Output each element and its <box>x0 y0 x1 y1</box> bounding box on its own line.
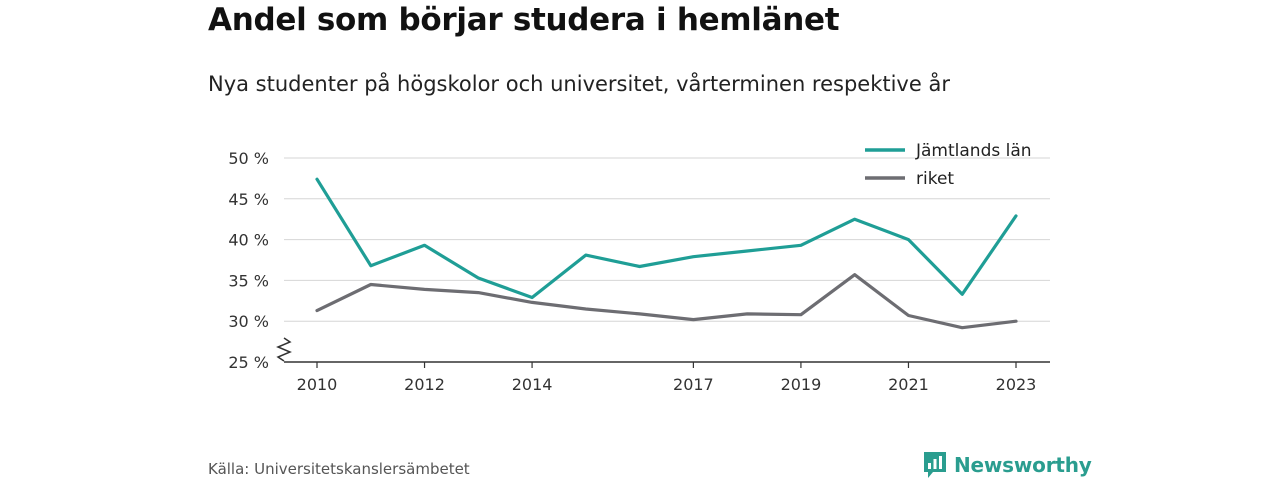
y-tick-label: 50 % <box>228 149 269 168</box>
brand-logo: Newsworthy <box>922 450 1092 480</box>
x-tick-label: 2023 <box>996 375 1037 394</box>
x-axis-tick-labels: 2010 2012 2014 2017 2019 2021 2023 <box>297 362 1037 394</box>
y-tick-label: 45 % <box>228 190 269 209</box>
x-tick-label: 2019 <box>781 375 822 394</box>
series-line-j-mtlands-l-n <box>315 177 1018 300</box>
source-note: Källa: Universitetskanslersämbetet <box>208 460 470 478</box>
y-tick-label: 35 % <box>228 271 269 290</box>
x-tick-label: 2010 <box>297 375 338 394</box>
chart-title: Andel som börjar studera i hemlänet <box>208 2 840 38</box>
axis-break-icon <box>276 337 292 362</box>
series-line-riket <box>315 273 1018 330</box>
y-tick-label: 40 % <box>228 231 269 250</box>
x-tick-label: 2012 <box>404 375 445 394</box>
chart-subtitle: Nya studenter på högskolor och universit… <box>208 72 950 96</box>
legend-label: riket <box>916 169 954 189</box>
x-tick-label: 2014 <box>512 375 553 394</box>
grid-lines <box>284 157 1050 322</box>
y-axis-tick-labels: 25 % 30 % 35 % 40 % 45 % 50 % <box>228 149 269 372</box>
legend-label: Jämtlands län <box>915 141 1032 161</box>
brand-name: Newsworthy <box>954 453 1092 477</box>
legend: Jämtlands län riket <box>865 141 1032 189</box>
y-tick-label: 25 % <box>228 353 269 372</box>
newsworthy-logo-icon <box>924 452 946 478</box>
y-tick-label: 30 % <box>228 312 269 331</box>
x-axis <box>276 337 1050 363</box>
x-tick-label: 2021 <box>888 375 929 394</box>
x-tick-label: 2017 <box>673 375 714 394</box>
series-lines <box>315 177 1018 330</box>
